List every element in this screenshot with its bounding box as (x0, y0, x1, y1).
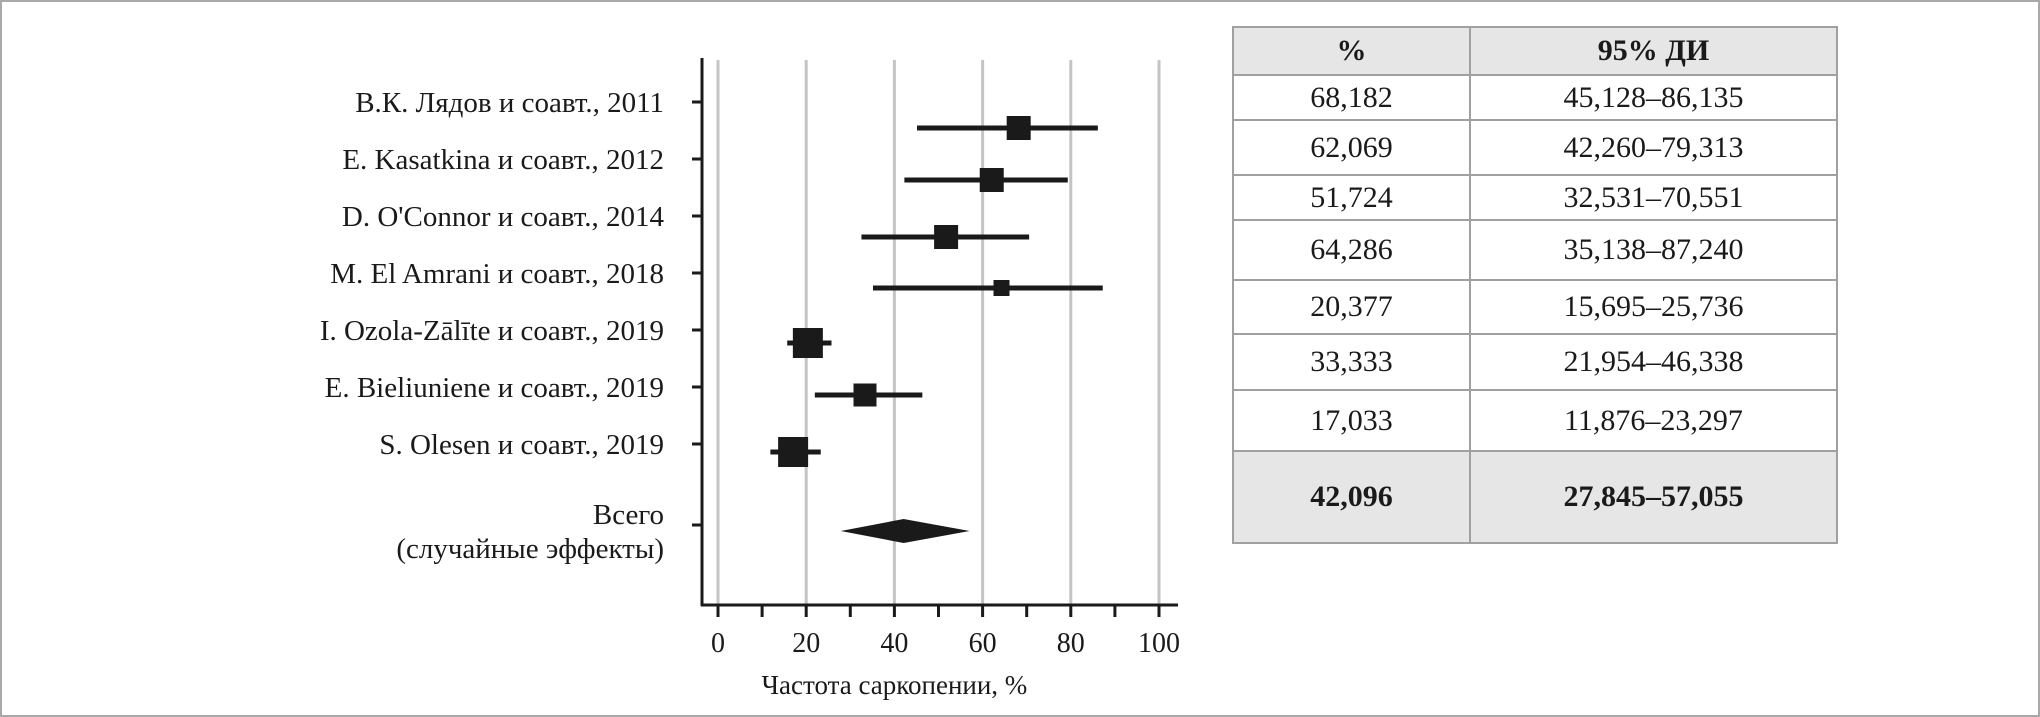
cell-ci: 15,695–25,736 (1469, 279, 1838, 335)
point-estimate (778, 437, 809, 467)
table-total-row: 42,096 27,845–57,055 (1232, 450, 1838, 544)
x-tick-label: 20 (792, 628, 820, 659)
point-estimate (993, 280, 1010, 296)
cell-ci: 11,876–23,297 (1469, 389, 1838, 452)
study-label: I. Ozola-Zālīte и соавт., 2019 (320, 315, 664, 347)
point-estimate (1006, 116, 1031, 140)
total-percent: 42,096 (1232, 450, 1471, 544)
cell-percent: 68,182 (1232, 74, 1471, 121)
study-label: S. Olesen и соавт., 2019 (379, 429, 664, 461)
total-label-sub: (случайные эффекты) (396, 533, 664, 565)
x-tick-label: 40 (880, 628, 908, 659)
pooled-estimate-diamond (840, 519, 970, 543)
table-row: 33,333 21,954–46,338 (1232, 333, 1838, 391)
header-ci: 95% ДИ (1469, 26, 1838, 76)
study-label: В.К. Лядов и соавт., 2011 (355, 87, 664, 119)
total-label: Всего (593, 499, 664, 531)
cell-percent: 33,333 (1232, 333, 1471, 391)
table-row: 62,069 42,260–79,313 (1232, 119, 1838, 176)
cell-ci: 35,138–87,240 (1469, 219, 1838, 281)
x-axis-label: Частота саркопении, % (762, 670, 1028, 700)
results-table: % 95% ДИ 68,182 45,128–86,135 62,069 42,260… (1232, 26, 1838, 544)
study-label: E. Kasatkina и соавт., 2012 (342, 144, 664, 176)
table-row: 64,286 35,138–87,240 (1232, 219, 1838, 281)
cell-ci: 21,954–46,338 (1469, 333, 1838, 391)
x-tick-label: 0 (711, 628, 725, 659)
point-estimate (934, 225, 959, 249)
study-label: E. Bieliuniene и соавт., 2019 (325, 372, 664, 404)
table-row: 17,033 11,876–23,297 (1232, 389, 1838, 452)
cell-percent: 51,724 (1232, 174, 1471, 221)
header-percent: % (1232, 26, 1471, 76)
cell-percent: 17,033 (1232, 389, 1471, 452)
study-label: D. O'Connor и соавт., 2014 (342, 201, 665, 233)
cell-percent: 62,069 (1232, 119, 1471, 176)
point-estimate (853, 383, 877, 407)
cell-ci: 32,531–70,551 (1469, 174, 1838, 221)
point-estimate (979, 168, 1004, 192)
total-ci: 27,845–57,055 (1469, 450, 1838, 544)
table-row: 68,182 45,128–86,135 (1232, 74, 1838, 121)
table-row: 51,724 32,531–70,551 (1232, 174, 1838, 221)
point-estimate (792, 328, 823, 358)
x-tick-label: 80 (1057, 628, 1085, 659)
cell-ci: 42,260–79,313 (1469, 119, 1838, 176)
study-label: M. El Amrani и соавт., 2018 (330, 258, 664, 290)
x-tick-label: 60 (969, 628, 997, 659)
cell-percent: 20,377 (1232, 279, 1471, 335)
table-row: 20,377 15,695–25,736 (1232, 279, 1838, 335)
table-header-row: % 95% ДИ (1232, 26, 1838, 76)
cell-percent: 64,286 (1232, 219, 1471, 281)
cell-ci: 45,128–86,135 (1469, 74, 1838, 121)
x-tick-label: 100 (1138, 628, 1180, 659)
